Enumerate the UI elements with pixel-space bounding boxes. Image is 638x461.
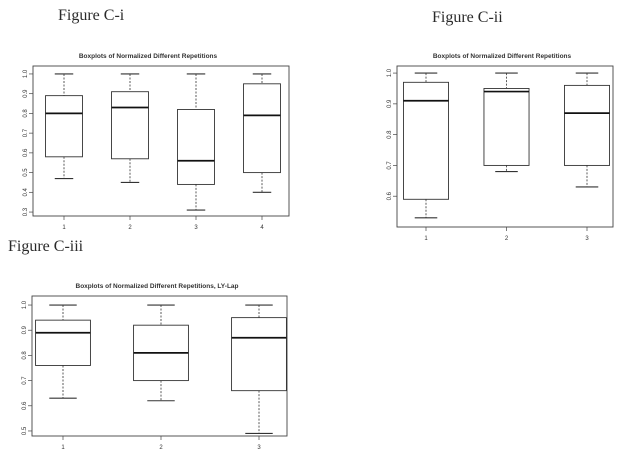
chart-title: Boxplots of Normalized Different Repetit…	[76, 283, 239, 290]
y-tick-label: 0.9	[23, 89, 29, 98]
box-3	[564, 72, 610, 188]
x-tick-label: 2	[128, 225, 132, 231]
iqr-box	[35, 319, 91, 366]
x-tick-label: 2	[505, 236, 509, 242]
box-1	[45, 73, 83, 180]
iqr-box	[231, 317, 287, 392]
plot-frame	[32, 65, 290, 217]
plot-frame	[396, 65, 614, 228]
box-2	[483, 72, 530, 173]
y-tick-label: 0.5	[22, 426, 28, 435]
y-tick-label: 1.0	[22, 300, 28, 309]
box-2	[133, 304, 189, 402]
box-1	[35, 304, 91, 399]
chart-2: Boxplots of Normalized Different Repetit…	[387, 53, 614, 242]
x-tick-label: 1	[61, 445, 65, 451]
iqr-box	[564, 84, 610, 166]
y-tick-label: 0.7	[22, 376, 28, 385]
x-tick-label: 2	[159, 445, 163, 451]
y-tick-label: 0.9	[22, 325, 28, 334]
x-tick-label: 3	[257, 445, 261, 451]
y-tick-label: 0.6	[22, 401, 28, 410]
y-tick-label: 0.4	[23, 187, 29, 196]
x-tick-label: 4	[260, 225, 264, 231]
y-tick-label: 0.3	[23, 207, 29, 216]
y-tick-label: 0.5	[23, 168, 29, 177]
y-tick-label: 0.6	[387, 191, 393, 200]
iqr-box	[177, 109, 215, 185]
chart-title: Boxplots of Normalized Different Repetit…	[433, 53, 572, 60]
iqr-box	[111, 91, 149, 160]
iqr-box	[483, 88, 530, 166]
iqr-box	[243, 83, 281, 174]
box-1	[403, 72, 449, 219]
figure-label-c-iii: Figure C-iii	[8, 238, 84, 255]
y-tick-label: 1.0	[387, 68, 393, 77]
y-tick-label: 0.7	[23, 128, 29, 137]
box-3	[231, 304, 287, 435]
x-tick-label: 1	[62, 225, 66, 231]
y-tick-label: 0.8	[23, 109, 29, 118]
iqr-box	[45, 95, 83, 158]
x-tick-label: 3	[585, 236, 589, 242]
y-tick-label: 1.0	[23, 69, 29, 78]
chart-title: Boxplots of Normalized Different Repetit…	[79, 53, 218, 60]
box-4	[243, 73, 281, 193]
y-tick-label: 0.9	[387, 99, 393, 108]
y-tick-label: 0.7	[387, 161, 393, 170]
box-3	[177, 73, 215, 211]
chart-3: Boxplots of Normalized Different Repetit…	[22, 283, 288, 451]
x-tick-label: 3	[194, 225, 198, 231]
figure-label-c-i: Figure C-i	[58, 7, 125, 24]
box-2	[111, 73, 149, 184]
chart-1: Boxplots of Normalized Different Repetit…	[23, 53, 290, 231]
plot-frame	[31, 295, 288, 437]
y-tick-label: 0.8	[22, 351, 28, 360]
y-tick-label: 0.8	[387, 130, 393, 139]
figure-label-c-ii: Figure C-ii	[432, 9, 503, 26]
y-tick-label: 0.6	[23, 148, 29, 157]
x-tick-label: 1	[424, 236, 428, 242]
iqr-box	[403, 81, 449, 200]
